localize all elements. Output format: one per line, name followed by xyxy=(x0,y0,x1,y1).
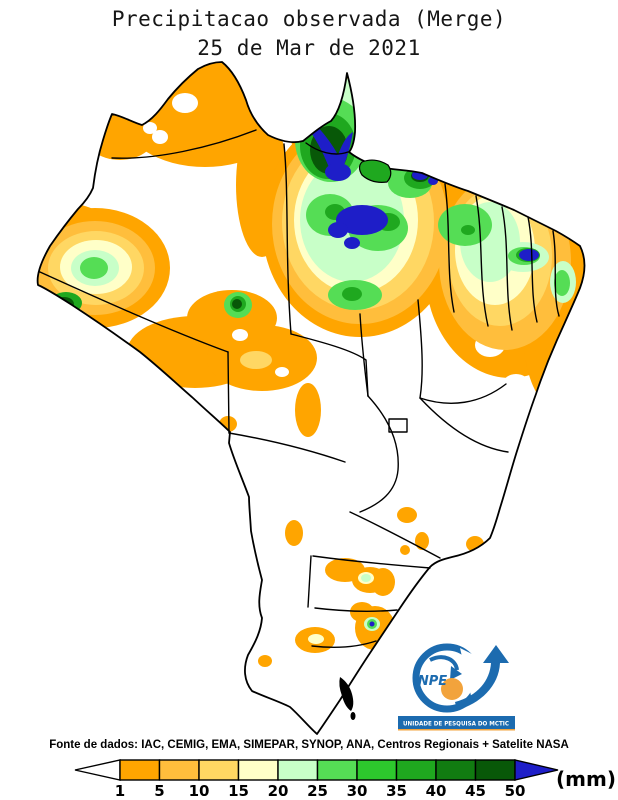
lagoa-dos-patos xyxy=(339,677,356,720)
tick-label: 30 xyxy=(347,782,368,800)
legend-right-arrow xyxy=(514,759,559,781)
colorbar-segment xyxy=(198,759,240,781)
title-block: Precipitacao observada (Merge) 25 de Mar… xyxy=(0,5,618,63)
logo-orange-ball-icon xyxy=(441,678,463,700)
state-borders xyxy=(39,129,560,649)
colorbar-segment xyxy=(237,759,279,781)
colorbar-segment xyxy=(356,759,398,781)
tick-label: 20 xyxy=(268,782,289,800)
colorbar-segment xyxy=(395,759,437,781)
tick-label: 40 xyxy=(426,782,447,800)
map-date: 25 de Mar de 2021 xyxy=(197,36,421,60)
map-title: Precipitacao observada (Merge) xyxy=(111,7,507,31)
colorbar-segment xyxy=(316,759,358,781)
colorbar-segment xyxy=(435,759,477,781)
logo-inner-arrow-icon xyxy=(429,655,459,671)
tick-label: 5 xyxy=(154,782,164,800)
logo-banner-text: UNIDADE DE PESQUISA DO MCTIC xyxy=(403,720,509,728)
tick-label: 15 xyxy=(228,782,249,800)
logo-acronym: INPE xyxy=(413,674,447,689)
distrito-federal-border xyxy=(388,418,408,433)
tick-label: 10 xyxy=(189,782,210,800)
colorbar-segment xyxy=(119,759,161,781)
colorbar-segment xyxy=(158,759,200,781)
tick-label: 35 xyxy=(386,782,407,800)
inpe-logo: INPE UNIDADE DE PESQUISA DO MCTIC xyxy=(398,643,515,731)
color-scale-legend: 1 5 10 15 20 25 30 35 40 45 50 (mm) xyxy=(74,759,616,800)
tick-label: 50 xyxy=(505,782,526,800)
logo-arrow-icon xyxy=(455,645,509,710)
marajo-island xyxy=(358,159,392,183)
legend-left-arrow xyxy=(74,759,121,781)
legend-unit-label: (mm) xyxy=(556,767,616,791)
colorbar-segment xyxy=(474,759,516,781)
colorbar-segment xyxy=(277,759,319,781)
tick-label: 45 xyxy=(465,782,486,800)
tick-label: 25 xyxy=(307,782,328,800)
tick-label: 1 xyxy=(115,782,125,800)
logo-banner xyxy=(398,716,515,729)
data-source-line: Fonte de dados: IAC, CEMIG, EMA, SIMEPAR… xyxy=(49,739,569,751)
logo-swirl-gap xyxy=(460,648,500,700)
